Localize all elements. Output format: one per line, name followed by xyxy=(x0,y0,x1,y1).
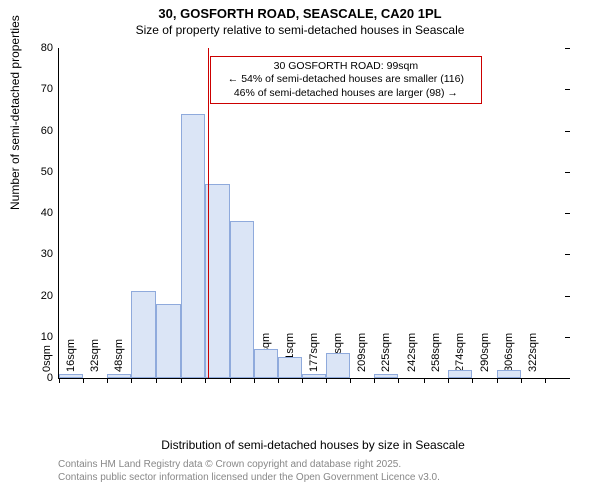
y-tick-mark xyxy=(565,296,570,297)
x-tick-mark xyxy=(398,378,399,383)
x-tick-label: 209sqm xyxy=(356,333,368,378)
x-tick-label: 322sqm xyxy=(527,333,539,378)
histogram-chart: 30, GOSFORTH ROAD, SEASCALE, CA20 1PL Si… xyxy=(0,0,600,500)
y-tick-label: 20 xyxy=(41,290,59,302)
y-tick-label: 40 xyxy=(41,207,59,219)
histogram-bar xyxy=(302,374,326,378)
x-axis-label: Distribution of semi-detached houses by … xyxy=(58,438,568,452)
x-tick-label: 290sqm xyxy=(479,333,491,378)
y-tick-mark xyxy=(565,172,570,173)
y-tick-label: 10 xyxy=(41,331,59,343)
y-tick-label: 60 xyxy=(41,125,59,137)
chart-subtitle: Size of property relative to semi-detach… xyxy=(0,23,600,41)
histogram-bar xyxy=(230,221,254,378)
x-tick-mark xyxy=(59,378,60,383)
footer-line: Contains HM Land Registry data © Crown c… xyxy=(58,458,440,471)
x-tick-label: 0sqm xyxy=(41,345,53,378)
x-tick-mark xyxy=(302,378,303,383)
histogram-bar xyxy=(59,374,83,378)
x-tick-mark xyxy=(254,378,255,383)
y-tick-mark xyxy=(565,89,570,90)
x-tick-mark xyxy=(472,378,473,383)
x-tick-mark xyxy=(326,378,327,383)
histogram-bar xyxy=(131,291,155,378)
histogram-bar xyxy=(448,370,472,378)
y-tick-mark xyxy=(565,378,570,379)
x-tick-mark xyxy=(424,378,425,383)
reference-line xyxy=(208,48,209,378)
x-tick-mark xyxy=(131,378,132,383)
x-tick-mark xyxy=(448,378,449,383)
x-tick-mark xyxy=(497,378,498,383)
histogram-bar xyxy=(254,349,278,378)
plot-area: 30 GOSFORTH ROAD: 99sqm← 54% of semi-det… xyxy=(58,48,569,379)
y-axis-label: Number of semi-detached properties xyxy=(8,15,22,210)
histogram-bar xyxy=(181,114,205,378)
footer-attribution: Contains HM Land Registry data © Crown c… xyxy=(58,458,440,484)
histogram-bar xyxy=(326,353,350,378)
annotation-box: 30 GOSFORTH ROAD: 99sqm← 54% of semi-det… xyxy=(210,56,482,103)
x-tick-label: 32sqm xyxy=(89,339,101,378)
annotation-line: ← 54% of semi-detached houses are smalle… xyxy=(215,73,477,86)
histogram-bar xyxy=(156,304,182,378)
y-tick-mark xyxy=(565,254,570,255)
histogram-bar xyxy=(107,374,131,378)
y-tick-mark xyxy=(565,213,570,214)
y-tick-mark xyxy=(565,131,570,132)
x-tick-label: 48sqm xyxy=(113,339,125,378)
x-tick-mark xyxy=(350,378,351,383)
y-tick-label: 30 xyxy=(41,248,59,260)
histogram-bar xyxy=(374,374,398,378)
x-tick-mark xyxy=(83,378,84,383)
x-tick-label: 258sqm xyxy=(430,333,442,378)
x-tick-mark xyxy=(278,378,279,383)
chart-title: 30, GOSFORTH ROAD, SEASCALE, CA20 1PL xyxy=(0,0,600,23)
y-tick-mark xyxy=(565,48,570,49)
x-tick-label: 242sqm xyxy=(406,333,418,378)
x-tick-mark xyxy=(107,378,108,383)
x-tick-mark xyxy=(181,378,182,383)
x-tick-mark xyxy=(521,378,522,383)
y-tick-label: 70 xyxy=(41,83,59,95)
annotation-line: 30 GOSFORTH ROAD: 99sqm xyxy=(215,60,477,73)
histogram-bar xyxy=(278,357,302,378)
x-tick-label: 225sqm xyxy=(380,333,392,378)
x-tick-label: 177sqm xyxy=(308,333,320,378)
x-tick-label: 16sqm xyxy=(65,339,77,378)
y-tick-mark xyxy=(565,337,570,338)
y-tick-label: 50 xyxy=(41,166,59,178)
x-tick-mark xyxy=(156,378,157,383)
annotation-line: 46% of semi-detached houses are larger (… xyxy=(215,87,477,100)
x-tick-mark xyxy=(374,378,375,383)
footer-line: Contains public sector information licen… xyxy=(58,471,440,484)
x-tick-mark xyxy=(545,378,546,383)
y-tick-label: 80 xyxy=(41,42,59,54)
histogram-bar xyxy=(497,370,521,378)
x-tick-mark xyxy=(205,378,206,383)
x-tick-mark xyxy=(230,378,231,383)
